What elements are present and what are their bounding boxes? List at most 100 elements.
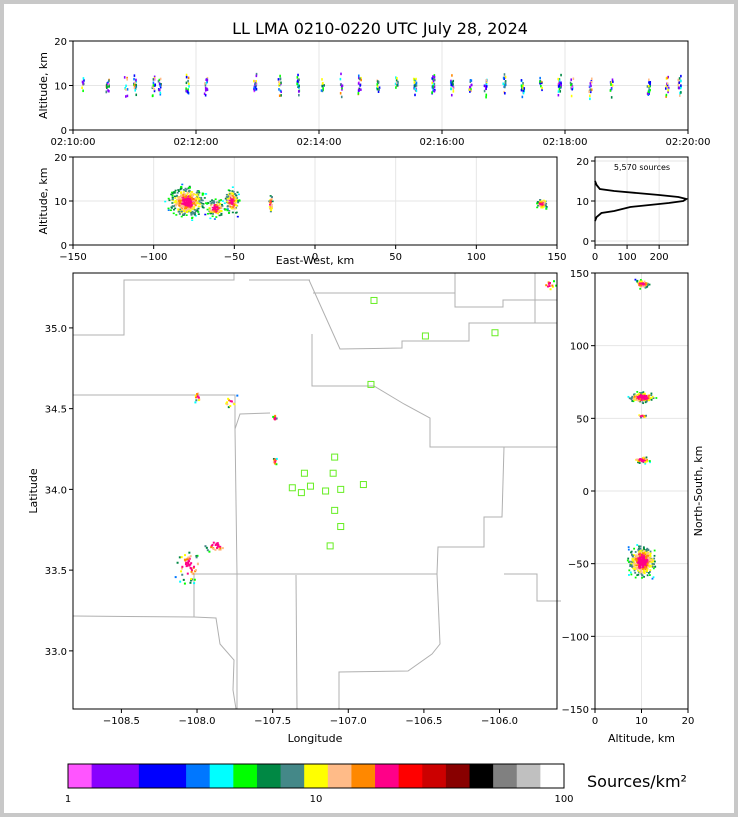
time-series-mark bbox=[154, 84, 156, 87]
ns-heatmap-cell bbox=[632, 400, 635, 403]
ew-heatmap-cell bbox=[213, 210, 216, 213]
ns-heatmap-cell bbox=[643, 571, 646, 574]
ew-heatmap-cell bbox=[172, 191, 175, 193]
ns-heatmap-cell bbox=[639, 566, 642, 568]
time-series-mark bbox=[450, 87, 452, 91]
plan-heatmap-cell bbox=[230, 400, 233, 403]
ew-heatmap-cell bbox=[197, 213, 200, 215]
ew-heatmap-cell bbox=[167, 207, 170, 210]
time-series-mark bbox=[321, 89, 324, 93]
ns-heatmap-cell bbox=[641, 561, 644, 564]
plan-heatmap-cell bbox=[221, 547, 224, 550]
ns-heatmap-cell bbox=[651, 577, 654, 580]
ns-heatmap-cell bbox=[644, 565, 646, 568]
time-series-mark bbox=[413, 81, 416, 84]
ns-heatmap-cell bbox=[645, 550, 648, 552]
y-tick-label: 0 bbox=[61, 241, 67, 252]
ew-heatmap-cell bbox=[541, 202, 544, 205]
ns-heatmap-cell bbox=[643, 554, 646, 557]
colorbar-segment bbox=[209, 764, 234, 788]
ew-heatmap-cell bbox=[196, 192, 199, 195]
ns-heatmap-cell bbox=[635, 562, 638, 565]
ns-heatmap-cell bbox=[645, 286, 648, 289]
time-series-mark bbox=[415, 84, 418, 87]
time-series-mark bbox=[431, 81, 434, 85]
time-series-mark bbox=[124, 86, 127, 90]
time-series-mark bbox=[159, 77, 162, 81]
time-series-mark bbox=[126, 94, 129, 98]
ns-heatmap-cell bbox=[653, 563, 655, 565]
ns-heatmap-cell bbox=[638, 459, 641, 461]
time-series-mark bbox=[520, 79, 523, 82]
time-series-mark bbox=[152, 85, 154, 88]
time-series-mark bbox=[648, 81, 650, 84]
time-series-mark bbox=[185, 81, 188, 85]
ew-heatmap-cell bbox=[195, 196, 198, 198]
ns-heatmap-cell bbox=[647, 399, 649, 402]
ns-heatmap-cell bbox=[643, 285, 646, 288]
x-tick-label: 02:18:00 bbox=[543, 137, 588, 148]
ns-heatmap-cell bbox=[636, 562, 639, 564]
figure-frame: LL LMA 0210-0220 UTC July 28, 2024 02:10… bbox=[4, 4, 734, 813]
ew-heatmap-cell bbox=[227, 195, 230, 198]
x-tick-label: −106.0 bbox=[481, 716, 518, 727]
time-series-mark bbox=[678, 77, 681, 80]
ns-heatmap-cell bbox=[644, 561, 647, 564]
time-series-mark bbox=[158, 78, 161, 82]
ns-heatmap-cell bbox=[636, 574, 639, 577]
ns-heatmap-cell bbox=[642, 456, 645, 459]
ew-heatmap-cell bbox=[190, 211, 193, 214]
state-county-border bbox=[338, 573, 441, 709]
ew-heatmap-cell bbox=[190, 208, 193, 210]
ew-heatmap-cell bbox=[209, 200, 212, 203]
ns-heatmap-cell bbox=[631, 559, 634, 562]
ew-heatmap-cell bbox=[540, 204, 543, 207]
ew-heatmap-cell bbox=[183, 195, 186, 197]
ns-heatmap-cell bbox=[643, 550, 646, 553]
ew-heatmap-cell bbox=[227, 196, 230, 199]
plan-heatmap-cell bbox=[275, 463, 278, 466]
plan-heatmap-cell bbox=[188, 563, 191, 566]
time-series-mark bbox=[159, 85, 162, 89]
time-series-mark bbox=[485, 85, 488, 88]
colorbar-segment bbox=[115, 764, 140, 788]
time-series-mark bbox=[280, 81, 282, 85]
ew-heatmap-cell bbox=[201, 205, 204, 207]
x-tick-label: 150 bbox=[547, 252, 566, 263]
plan-heatmap-cell bbox=[188, 557, 191, 560]
time-series-mark bbox=[521, 95, 524, 99]
ns-heatmap-cell bbox=[643, 416, 646, 419]
ns-heatmap-cell bbox=[643, 394, 646, 397]
time-series-mark bbox=[133, 84, 136, 87]
ew-heatmap-cell bbox=[223, 208, 226, 210]
ew-heatmap-cell bbox=[174, 199, 177, 202]
ns-heatmap-cell bbox=[647, 554, 650, 557]
ns-heatmap-cell bbox=[627, 548, 630, 551]
ew-heatmap-cell bbox=[227, 197, 230, 200]
ew-heatmap-cell bbox=[186, 206, 189, 209]
ew-heatmap-cell bbox=[227, 193, 230, 196]
ns-heatmap-cell bbox=[650, 565, 653, 568]
time-series-mark bbox=[570, 83, 572, 87]
plan-heatmap-cell bbox=[174, 576, 177, 579]
time-series-mark bbox=[135, 78, 137, 82]
time-series-mark bbox=[610, 81, 613, 84]
ns-heatmap-cell bbox=[644, 401, 647, 404]
station-marker bbox=[306, 482, 314, 490]
ew-heatmap-cell bbox=[191, 204, 194, 206]
ns-heatmap-cell bbox=[645, 400, 648, 403]
time-series-mark bbox=[589, 90, 592, 94]
time-series-mark bbox=[280, 94, 282, 97]
x-tick-label: −107.0 bbox=[330, 716, 367, 727]
ns-heatmap-cell bbox=[631, 395, 634, 398]
ew-heatmap-cell bbox=[187, 197, 190, 200]
station-marker bbox=[337, 485, 345, 493]
time-series-mark bbox=[484, 84, 487, 88]
ns-heatmap-cell bbox=[642, 397, 645, 400]
state-county-border bbox=[311, 334, 504, 448]
ns-heatmap-cell bbox=[654, 565, 657, 568]
time-series-mark bbox=[468, 88, 471, 91]
ew-heatmap-cell bbox=[186, 203, 189, 206]
plan-heatmap-cell bbox=[548, 282, 551, 285]
time-series-mark bbox=[470, 89, 472, 92]
